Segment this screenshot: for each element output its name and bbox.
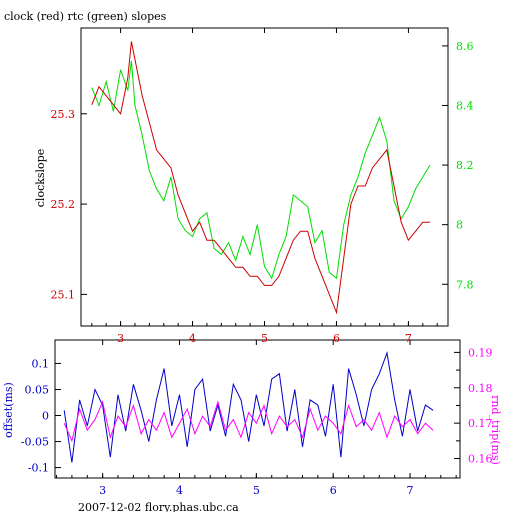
bottom-y2-tick-label: 0.17 — [468, 417, 493, 430]
top-plot-frame — [80, 27, 449, 327]
bottom-y2-tick-label: 0.18 — [468, 382, 493, 395]
top-plot: 3 4 5 6 7 25.1 25.2 25.3 7.8 8 8.2 8.4 8.6 — [51, 28, 474, 345]
top-x-tick-label: 7 — [405, 332, 412, 345]
bottom-y-tick-label: -0.1 — [28, 462, 49, 475]
top-y2-tick-label: 8 — [456, 219, 463, 232]
top-rtc-series-line — [91, 60, 431, 280]
bottom-x-tick-label: 6 — [330, 484, 337, 497]
bottom-x-tick-label: 3 — [99, 484, 106, 497]
top-y-tick-label: 25.3 — [51, 108, 76, 121]
bottom-x-tick-label: 5 — [253, 484, 260, 497]
bottom-y2-axis-label: rnd_trip(ms) — [489, 395, 502, 465]
bottom-y-tick-label: 0.05 — [25, 383, 50, 396]
footer-caption: 2007-12-02 flory.phas.ubc.ca — [78, 501, 239, 512]
bottom-y2-tick-label: 0.16 — [468, 453, 493, 466]
top-y2-tick-label: 8.4 — [456, 99, 474, 112]
bottom-y2-tick-label: 0.19 — [468, 346, 493, 359]
bottom-rnd_trip-series-line — [63, 400, 434, 443]
bottom-x-tick-label: 4 — [176, 484, 183, 497]
bottom-x-tick-label: 7 — [407, 484, 414, 497]
top-x-tick-label: 6 — [333, 332, 340, 345]
top-y-tick-label: 25.1 — [51, 288, 76, 301]
chart-title: clock (red) rtc (green) slopes — [4, 10, 167, 23]
top-clock-series-line — [91, 41, 430, 315]
bottom-plot: 3 4 5 6 7 -0.1 -0.05 0 0.05 0.1 0.16 0.17 0.18 0.19 — [21, 340, 493, 497]
bottom-y-axis-label: offset(ms) — [2, 382, 15, 438]
bottom-y-tick-label: 0.1 — [32, 357, 50, 370]
bottom-y-tick-label: -0.05 — [21, 436, 49, 449]
bottom-offset-series-line — [63, 351, 434, 463]
top-y2-tick-label: 7.8 — [456, 278, 474, 291]
top-x-tick-label: 4 — [189, 332, 196, 345]
top-x-tick-label: 5 — [261, 332, 268, 345]
top-y-tick-label: 25.2 — [51, 198, 76, 211]
bottom-plot-frame — [54, 339, 461, 479]
top-y2-tick-label: 8.2 — [456, 159, 474, 172]
top-y2-tick-label: 8.6 — [456, 40, 474, 53]
top-y-axis-label: clockslope — [34, 149, 47, 207]
top-x-tick-label: 3 — [117, 332, 124, 345]
bottom-y-tick-label: 0 — [42, 410, 49, 423]
